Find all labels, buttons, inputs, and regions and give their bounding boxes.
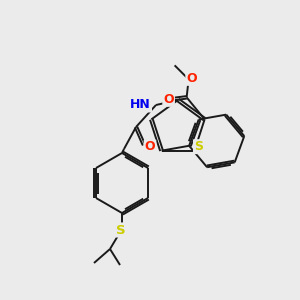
Text: O: O bbox=[145, 140, 155, 154]
Text: S: S bbox=[116, 224, 126, 236]
Text: S: S bbox=[194, 140, 203, 153]
Text: O: O bbox=[163, 93, 174, 106]
Text: O: O bbox=[186, 72, 197, 85]
Text: HN: HN bbox=[130, 98, 151, 112]
